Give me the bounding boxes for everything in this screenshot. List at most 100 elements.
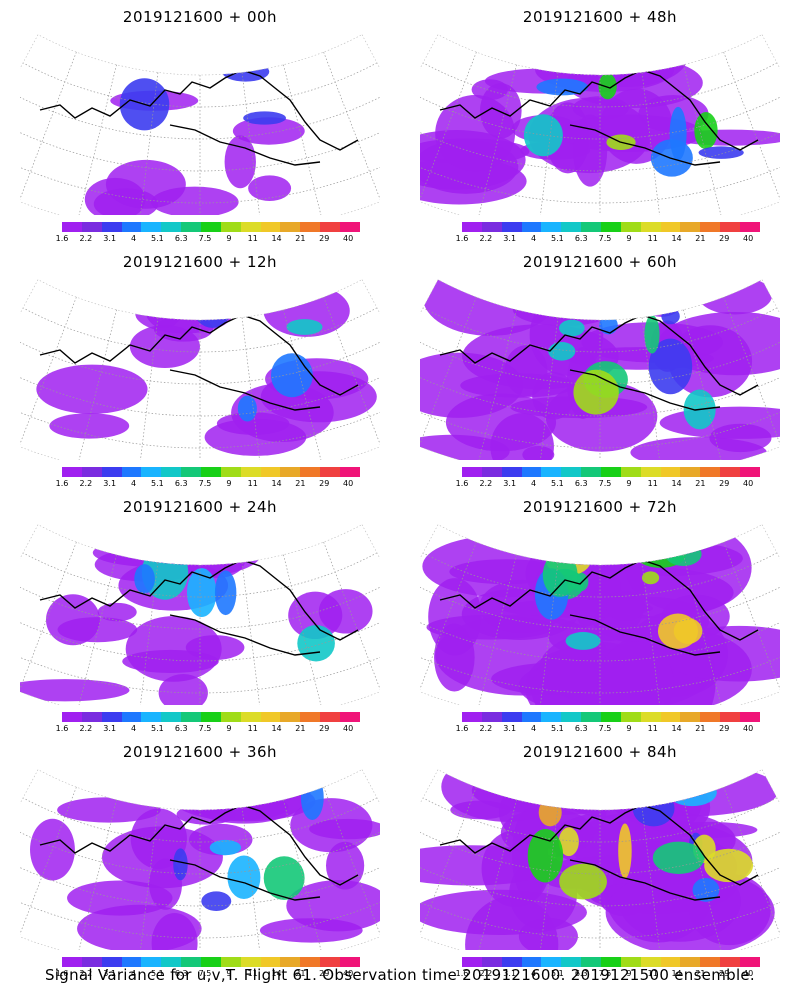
variance-maximum <box>227 855 261 900</box>
colorbar-swatch <box>680 712 701 722</box>
variance-maximum <box>134 564 155 594</box>
colorbar-swatch <box>620 467 641 477</box>
colorbar <box>462 222 760 232</box>
variance-maximum <box>297 625 335 662</box>
colorbar-tick-label: 4 <box>530 724 537 733</box>
colorbar-swatch <box>700 222 721 232</box>
variance-maximum <box>173 848 188 881</box>
variance-region <box>435 94 516 172</box>
variance-region <box>420 352 524 418</box>
colorbar-tick-label: 21 <box>695 724 706 733</box>
colorbar-swatch <box>320 712 341 722</box>
colorbar-tick-label: 21 <box>295 234 306 243</box>
colorbar-swatch <box>501 467 522 477</box>
colorbar-tick-label: 4 <box>130 969 137 978</box>
colorbar-swatch <box>660 712 681 722</box>
variance-region <box>232 117 305 145</box>
colorbar-swatch <box>121 957 142 967</box>
variance-maximum <box>599 315 618 335</box>
variance-maximum <box>664 542 702 566</box>
polar-map <box>420 524 780 705</box>
variance-field <box>420 769 780 950</box>
colorbar-tick-label: 40 <box>742 724 754 733</box>
colorbar-swatch <box>501 957 522 967</box>
colorbar-tick-label: 6.3 <box>574 724 588 733</box>
colorbar-swatch <box>640 957 661 967</box>
variance-field <box>84 39 305 215</box>
colorbar-swatch <box>740 467 760 477</box>
variance-maximum <box>263 856 305 900</box>
colorbar-tick-label: 14 <box>271 969 282 978</box>
colorbar-tick-label: 21 <box>695 969 706 978</box>
colorbar-swatch <box>220 222 241 232</box>
colorbar-swatch <box>561 222 582 232</box>
variance-region <box>57 617 138 643</box>
panel-title: 2019121600 + 00h <box>122 8 278 26</box>
longitude-gridline <box>20 51 77 200</box>
colorbar-tick-label: 5.1 <box>150 724 164 733</box>
colorbar <box>62 222 360 232</box>
longitude-gridline <box>540 562 559 705</box>
colorbar-ticks: 1.6 2.2 3.1 4 5.1 6.3 7.5 9 11 14 21 29 40 <box>452 724 770 736</box>
colorbar-tick-label: 1.6 <box>455 234 469 243</box>
colorbar <box>62 712 360 722</box>
colorbar-tick-label: 5.1 <box>550 479 564 488</box>
forecast-panel: 2019121600 + 00h 1.6 2.2 3.1 4 5.1 6.3 7.5 9 11 14… <box>0 0 400 245</box>
colorbar-tick-label: 11 <box>247 479 258 488</box>
colorbar-tick-label: 11 <box>647 724 658 733</box>
forecast-panel: 2019121600 + 36h 1.6 2.2 3.1 4 5.1 6.3 7.5 9 11 14… <box>0 735 400 980</box>
colorbar-tick-label: 29 <box>319 234 330 243</box>
colorbar-tick-label: 3.1 <box>503 969 517 978</box>
colorbar-tick-label: 1.6 <box>55 724 69 733</box>
variance-region <box>490 413 554 460</box>
colorbar-tick-label: 9 <box>626 724 632 733</box>
colorbar-tick-label: 9 <box>226 479 232 488</box>
colorbar-swatch <box>481 222 502 232</box>
colorbar-swatch <box>521 222 542 232</box>
variance-maximum <box>644 315 660 354</box>
colorbar-tick-label: 1.6 <box>55 969 69 978</box>
colorbar-tick-label: 40 <box>742 234 754 243</box>
variance-maximum <box>565 632 601 650</box>
colorbar-swatch <box>320 467 341 477</box>
colorbar-swatch <box>280 222 301 232</box>
colorbar-tick-label: 3.1 <box>503 234 517 243</box>
longitude-gridline <box>78 309 117 460</box>
colorbar-swatch <box>220 712 241 722</box>
colorbar-swatch <box>660 957 681 967</box>
colorbar-swatch <box>620 957 641 967</box>
longitude-gridline <box>420 51 477 200</box>
colorbar-swatch <box>740 712 760 722</box>
colorbar-swatch <box>481 957 502 967</box>
colorbar-swatch <box>181 712 202 722</box>
variance-maximum <box>558 827 579 857</box>
colorbar-swatch <box>720 222 741 232</box>
colorbar-swatch <box>141 712 162 722</box>
variance-field <box>422 524 780 705</box>
colorbar-tick-label: 4 <box>130 234 137 243</box>
longitude-gridline <box>540 807 559 950</box>
variance-maximum <box>694 112 718 150</box>
variance-region <box>697 279 773 315</box>
colorbar-swatch <box>240 467 261 477</box>
colorbar-swatch <box>601 467 621 477</box>
colorbar-swatch <box>462 467 482 477</box>
colorbar-tick-label: 21 <box>295 724 306 733</box>
colorbar-tick-label: 4 <box>530 479 537 488</box>
colorbar-swatch <box>220 467 241 477</box>
longitude-gridline <box>323 786 380 935</box>
latitude-gridline <box>20 411 380 449</box>
longitude-gridline <box>683 799 722 950</box>
variance-region <box>188 39 250 69</box>
colorbar-swatch <box>501 222 522 232</box>
colorbar-tick-label: 14 <box>271 724 282 733</box>
colorbar-tick-label: 29 <box>719 969 730 978</box>
variance-region <box>49 413 130 439</box>
colorbar-swatch <box>340 712 360 722</box>
longitude-gridline <box>241 807 260 950</box>
colorbar-tick-label: 9 <box>626 969 632 978</box>
variance-maximum <box>661 308 680 325</box>
colorbar-swatch <box>141 957 162 967</box>
colorbar-tick-label: 21 <box>295 969 306 978</box>
colorbar-swatch <box>121 467 142 477</box>
